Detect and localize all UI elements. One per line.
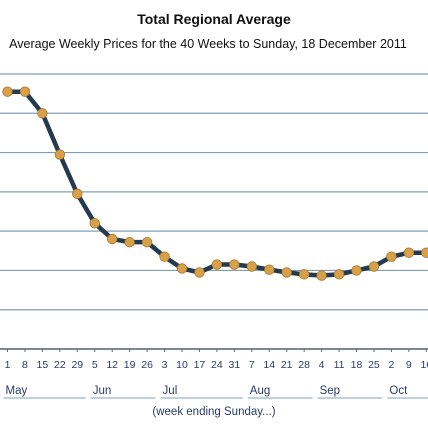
data-point <box>194 267 205 278</box>
gridlines <box>0 73 428 350</box>
x-tick-label: 9 <box>406 359 412 371</box>
data-point <box>298 269 310 280</box>
x-tick-labels: 1 8 15 22 29 5 12 19 26 3 10 17 24 31 7 14 21 28 4 11 18 25 2 9… <box>5 359 428 371</box>
data-point <box>316 270 327 281</box>
data-point <box>264 264 275 275</box>
x-tick-label: 15 <box>37 359 49 371</box>
data-point <box>368 261 380 272</box>
x-axis-title: (week ending Sunday...) <box>152 406 276 418</box>
month-label: Sep <box>320 385 340 397</box>
month-label: Aug <box>250 385 270 397</box>
data-point <box>229 259 240 270</box>
x-tick-label: 11 <box>334 359 345 371</box>
x-tick-label: 22 <box>54 359 66 371</box>
x-tick-label: 25 <box>368 359 380 371</box>
data-point <box>2 86 13 97</box>
data-point <box>106 233 118 245</box>
chart-title: Total Regional Average <box>137 11 291 27</box>
chart-subtitle: Average Weekly Prices for the 40 Weeks t… <box>9 37 407 51</box>
x-tick-label: 8 <box>22 359 28 371</box>
data-point <box>19 86 31 97</box>
x-tick-label: 4 <box>319 359 325 371</box>
data-point <box>176 263 188 274</box>
data-point <box>72 188 83 200</box>
x-tick-label: 3 <box>162 359 168 371</box>
data-point <box>351 265 362 276</box>
x-tick-label: 24 <box>211 359 223 371</box>
data-point <box>159 251 170 262</box>
data-point <box>54 149 66 160</box>
x-tick-label: 5 <box>92 359 98 371</box>
x-tick-label: 16 <box>420 359 428 371</box>
data-point <box>246 261 258 272</box>
data-point <box>333 269 345 280</box>
data-point <box>141 236 153 248</box>
data-point <box>281 267 292 278</box>
x-tick-label: 31 <box>229 359 241 371</box>
x-tick-label: 18 <box>351 359 363 371</box>
x-tick-label: 19 <box>124 359 136 371</box>
month-labels: May Jun Jul Aug Sep Oct <box>3 385 428 399</box>
month-label: Jul <box>163 385 178 397</box>
x-tick-label: 21 <box>281 359 293 371</box>
data-point <box>124 236 135 248</box>
x-tick-label: 14 <box>263 359 275 371</box>
axes <box>0 348 428 352</box>
series-line-path <box>5 89 428 278</box>
x-tick-label: 2 <box>388 359 394 371</box>
data-point <box>386 251 397 262</box>
x-tick-label: 7 <box>249 359 255 371</box>
data-point <box>403 247 415 258</box>
month-label: Oct <box>389 385 408 397</box>
x-tick-label: 26 <box>141 359 153 371</box>
data-point <box>37 108 48 119</box>
x-tick-label: 12 <box>106 359 118 371</box>
x-tick-label: 1 <box>5 359 11 371</box>
x-tick-label: 17 <box>194 359 206 371</box>
month-label: Jun <box>93 385 112 397</box>
data-point <box>421 247 428 258</box>
data-point <box>211 259 223 270</box>
x-tick-label: 29 <box>71 359 83 371</box>
data-point <box>89 218 100 229</box>
x-tick-label: 28 <box>298 359 310 371</box>
x-tick-label: 10 <box>176 359 188 371</box>
series-line <box>5 89 428 278</box>
data-points <box>2 86 428 281</box>
month-label: May <box>6 385 28 397</box>
